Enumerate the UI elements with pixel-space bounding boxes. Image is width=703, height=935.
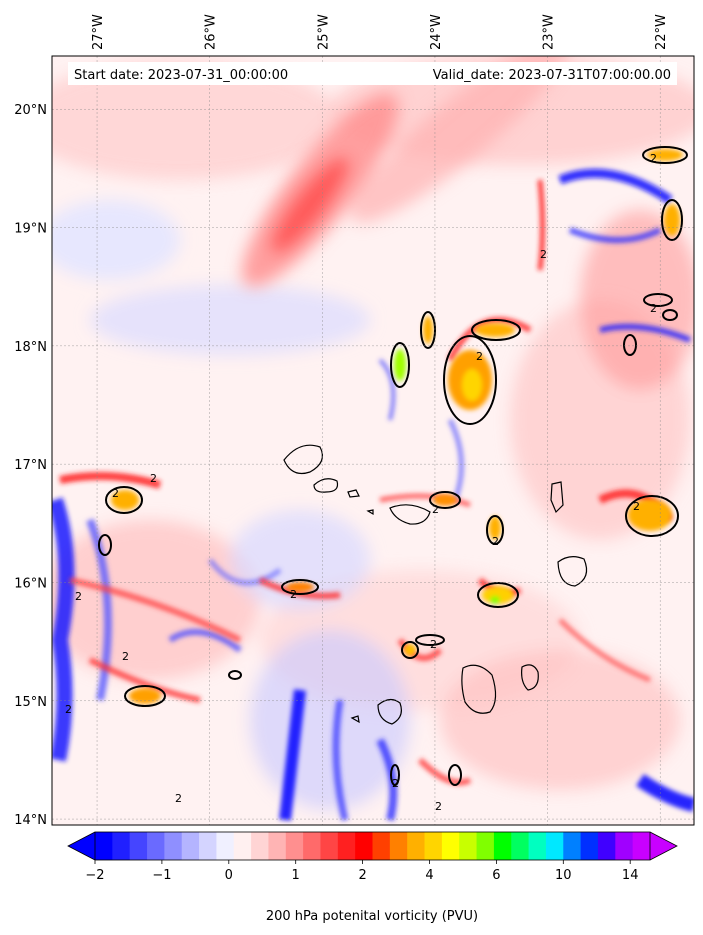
colorbar-segment (355, 832, 374, 860)
lat-tick-label: 15°N (14, 695, 47, 710)
colorbar-segment (545, 832, 564, 860)
colorbar-segment (199, 832, 218, 860)
contour-label: 2 (650, 152, 657, 165)
colorbar-segment (251, 832, 270, 860)
contour-label: 2 (112, 487, 119, 500)
contour-label: 2 (75, 590, 82, 603)
contour-label: 2 (430, 638, 437, 651)
colorbar-segment (632, 832, 651, 860)
colorbar-tick-label: 2 (358, 868, 366, 883)
colorbar-segment (407, 832, 426, 860)
lat-tick-label: 17°N (14, 458, 47, 473)
lat-tick-label: 18°N (14, 340, 47, 355)
colorbar-segment (285, 832, 304, 860)
colorbar-segment (615, 832, 634, 860)
colorbar-segment (372, 832, 391, 860)
colorbar-tick-label: 1 (292, 868, 300, 883)
colorbar-label: 200 hPa potenital vorticity (PVU) (266, 909, 478, 924)
contour-label: 2 (540, 248, 547, 261)
contour-label: 2 (633, 500, 640, 513)
lon-tick-label: 25°W (316, 14, 331, 50)
colorbar-max-extend (650, 832, 677, 860)
lat-tick-label: 19°N (14, 222, 47, 237)
contour-label: 2 (432, 503, 439, 516)
colorbar-segment (476, 832, 495, 860)
lon-tick-label: 27°W (91, 14, 106, 50)
colorbar-tick-label: 4 (425, 868, 433, 883)
colorbar: −2 −1 0 1 2 4 6 10 14 200 hPa potenital vorticit… (67, 831, 678, 924)
colorbar-segment (389, 832, 408, 860)
contour-label: 2 (175, 792, 182, 805)
lon-tick-label: 26°W (204, 14, 219, 50)
lat-tick-label: 20°N (14, 103, 47, 118)
contour-label: 2 (122, 650, 129, 663)
colorbar-segment (424, 832, 443, 860)
colorbar-outline (94, 831, 651, 861)
contour-label: 2 (290, 588, 297, 601)
colorbar-tick-label: 0 (225, 868, 233, 883)
colorbar-tick-label: −1 (152, 868, 171, 883)
lon-tick-label: 22°W (654, 14, 669, 50)
contour-label: 2 (392, 777, 399, 790)
colorbar-segment (181, 832, 200, 860)
colorbar-segment (129, 832, 148, 860)
contour-labels: 2 2 2 2 2 2 2 2 2 2 2 2 2 2 2 2 2 (65, 152, 657, 813)
colorbar-segment (511, 832, 530, 860)
pv-contours (98, 146, 688, 786)
colorbar-segment (597, 832, 616, 860)
colorbar-segment (563, 832, 582, 860)
contour-label: 2 (650, 302, 657, 315)
colorbar-segment (459, 832, 478, 860)
colorbar-segment (216, 832, 235, 860)
colorbar-tick-label: −2 (85, 868, 104, 883)
contour-label: 2 (476, 350, 483, 363)
contour-label: 2 (150, 472, 157, 485)
colorbar-tick-label: 6 (492, 868, 500, 883)
lat-axis: 20°N 19°N 18°N 17°N 16°N 15°N 14°N (14, 103, 47, 828)
colorbar-segment (337, 832, 356, 860)
colorbar-segment (147, 832, 165, 860)
coastlines (283, 444, 588, 725)
colorbar-tick-label: 10 (555, 868, 572, 883)
colorbar-segment (112, 832, 131, 860)
lon-tick-label: 23°W (542, 14, 557, 50)
start-date-label: Start date: 2023-07-31_00:00:00 (74, 68, 288, 83)
gridlines (52, 56, 694, 825)
colorbar-segment (268, 832, 287, 860)
valid-date-label: Valid_date: 2023-07-31T07:00:00.00 (433, 68, 671, 83)
colorbar-segment (233, 832, 252, 860)
lon-tick-label: 24°W (429, 14, 444, 50)
lat-tick-label: 16°N (14, 576, 47, 591)
colorbar-segment (320, 832, 339, 860)
colorbar-segment (528, 832, 547, 860)
contour-label: 2 (65, 703, 72, 716)
lon-axis: 27°W 26°W 25°W 24°W 23°W 22°W (91, 14, 669, 50)
colorbar-segment (441, 832, 460, 860)
contour-label: 2 (435, 800, 442, 813)
map-field: 2 2 2 2 2 2 2 2 2 2 2 2 2 2 2 2 2 (52, 56, 694, 825)
colorbar-tick-label: 14 (622, 868, 639, 883)
colorbar-segment (493, 832, 512, 860)
info-box: Start date: 2023-07-31_00:00:00 Valid_da… (68, 62, 677, 85)
lat-tick-label: 14°N (14, 813, 47, 828)
colorbar-segment (95, 832, 113, 860)
colorbar-segment (303, 832, 322, 860)
colorbar-segment (164, 832, 183, 860)
colorbar-min-extend (68, 832, 95, 860)
colorbar-segment (580, 832, 599, 860)
contour-label: 2 (492, 535, 499, 548)
map-frame (51, 55, 695, 826)
